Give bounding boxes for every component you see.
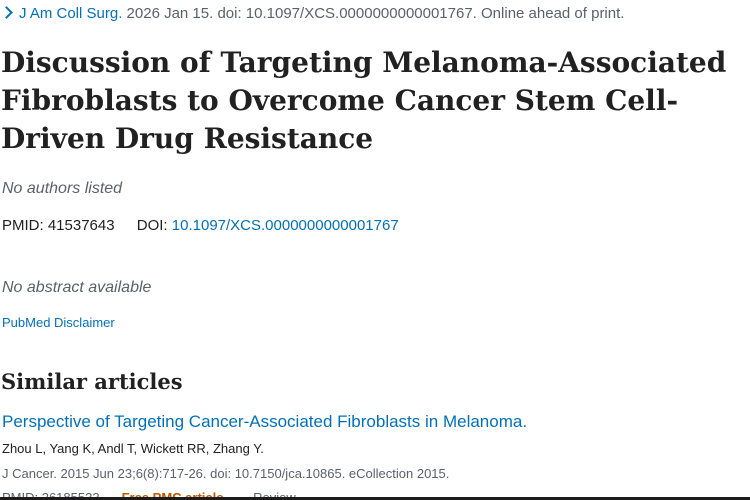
chevron-right-icon[interactable] xyxy=(0,6,13,19)
doi-link[interactable]: 10.1097/XCS.0000000000001767 xyxy=(171,217,399,234)
similar-article-citation: J Cancer. 2015 Jun 23;6(8):717-26. doi: … xyxy=(2,466,450,481)
similar-article-meta: PMID: 26185533 Free PMC article. Review. xyxy=(2,490,299,500)
pmid-label: PMID: xyxy=(2,217,44,234)
similar-article-pmid: PMID: 26185533 xyxy=(2,490,100,500)
authors-list: No authors listed xyxy=(2,180,123,197)
pubmed-disclaimer-link[interactable]: PubMed Disclaimer xyxy=(2,315,115,330)
article-identifiers: PMID: 41537643 DOI: 10.1097/XCS.00000000… xyxy=(2,217,399,234)
bottom-edge-bar xyxy=(0,497,750,500)
free-pmc-article-badge: Free PMC article. xyxy=(121,490,228,500)
article-title: Discussion of Targeting Melanoma-Associa… xyxy=(1,46,727,155)
pmid-value: 41537643 xyxy=(47,217,115,234)
abstract-notice: No abstract available xyxy=(2,279,152,296)
similar-article-authors: Zhou L, Yang K, Andl T, Wickett RR, Zhan… xyxy=(2,441,264,456)
citation-details: 2026 Jan 15. doi: 10.1097/XCS.0000000000… xyxy=(122,5,625,22)
review-badge: Review. xyxy=(253,490,299,500)
journal-link[interactable]: J Am Coll Surg. xyxy=(19,5,123,22)
similar-article-title-link[interactable]: Perspective of Targeting Cancer-Associat… xyxy=(2,412,528,431)
citation-line: J Am Coll Surg. 2026 Jan 15. doi: 10.109… xyxy=(0,5,625,23)
doi-label: DOI: xyxy=(136,217,168,234)
similar-articles-heading: Similar articles xyxy=(1,369,183,394)
